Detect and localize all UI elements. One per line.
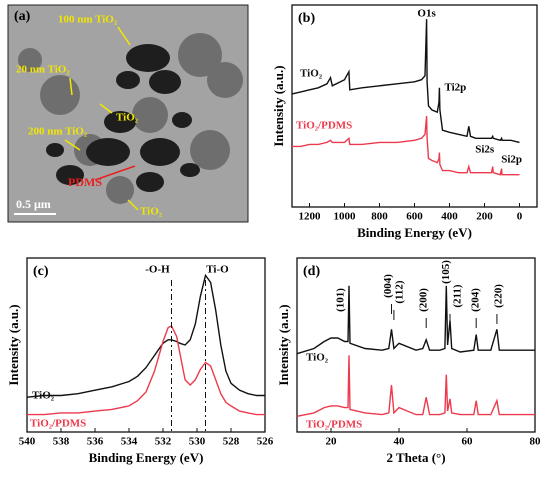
series-line <box>291 19 520 144</box>
image-label: PDMS <box>68 175 102 189</box>
annotation: Si2p <box>501 154 522 166</box>
panel-label: (a) <box>14 9 31 24</box>
x-tick-label: 536 <box>87 436 104 448</box>
annotation: (204) <box>470 288 482 312</box>
annotation: (200) <box>418 288 430 312</box>
x-tick-label: 20 <box>326 436 338 448</box>
series-line <box>292 116 520 176</box>
annotation: (105) <box>440 260 452 284</box>
x-tick-label: 0 <box>517 211 523 223</box>
x-tick-label: 60 <box>462 436 474 448</box>
y-axis-title: Intensity (a.u.) <box>6 304 21 385</box>
series-line <box>296 285 535 355</box>
x-tick-label: 40 <box>394 436 406 448</box>
x-tick-label: 532 <box>155 436 172 448</box>
x-tick-label: 80 <box>530 436 542 448</box>
plot-frame <box>26 257 266 433</box>
large-particles <box>46 44 200 192</box>
arrows <box>64 26 139 211</box>
x-tick-label: 800 <box>371 211 388 223</box>
series-line <box>27 324 265 416</box>
annotation: Ti2p <box>444 82 466 94</box>
x-tick-label: 200 <box>476 211 493 223</box>
x-tick-label: 538 <box>53 436 70 448</box>
annotation: (112) <box>393 280 405 304</box>
tem-image: (a) 100 nm TiO₂ 20 nm TiO₂ TiO₂ 200 nm T… <box>7 4 249 223</box>
y-axis-title: Intensity (a.u.) <box>276 304 291 385</box>
annotation: (211) <box>452 284 464 308</box>
annotation: O1s <box>417 8 436 20</box>
panel-label: (b) <box>298 11 315 26</box>
plot-frame <box>296 257 536 433</box>
x-axis-title: 2 Theta (°) <box>386 450 445 465</box>
annotation: (004) <box>382 274 394 298</box>
annotation: -O-H <box>145 264 170 276</box>
image-label: 20 nm TiO₂ <box>16 64 70 76</box>
series-label: TiO₂ <box>300 68 323 80</box>
series-label: TiO₂/PDMS <box>296 120 352 132</box>
x-tick-label: 400 <box>441 211 458 223</box>
x-axis-title: Binding Energy (eV) <box>89 450 204 465</box>
annotation: (101) <box>335 288 347 312</box>
series-line <box>296 355 535 417</box>
x-tick-label: 600 <box>406 211 423 223</box>
scale-bar-label: 0.5 μm <box>16 197 51 211</box>
series-label: TiO₂/PDMS <box>30 418 86 430</box>
panel-label: (c) <box>33 264 49 279</box>
x-tick-label: 1000 <box>334 211 357 223</box>
y-axis-title: Intensity (a.u.) <box>271 65 286 146</box>
x-tick-label: 1200 <box>299 211 322 223</box>
series-label: TiO₂ <box>306 352 329 364</box>
image-label: 100 nm TiO₂ <box>58 14 118 26</box>
plot-frame <box>291 4 538 208</box>
x-axis-title: Binding Energy (eV) <box>357 225 472 240</box>
x-tick-label: 528 <box>223 436 240 448</box>
x-tick-label: 534 <box>121 436 138 448</box>
x-tick-label: 530 <box>189 436 206 448</box>
x-tick-label: 540 <box>19 436 36 448</box>
arrow <box>94 165 136 181</box>
series-line <box>26 273 265 398</box>
x-tick-label: 526 <box>257 436 274 448</box>
image-label: TiO₂ <box>140 206 163 218</box>
series-label: TiO₂ <box>32 390 55 402</box>
annotation: Ti-O <box>206 264 229 276</box>
panel-label: (d) <box>303 264 320 279</box>
annotation: Si2s <box>475 144 495 156</box>
annotation: (220) <box>492 284 504 308</box>
series-label: TiO₂/PDMS <box>306 419 362 431</box>
image-label: TiO₂ <box>116 112 139 124</box>
image-label: 200 nm TiO₂ <box>28 126 88 138</box>
